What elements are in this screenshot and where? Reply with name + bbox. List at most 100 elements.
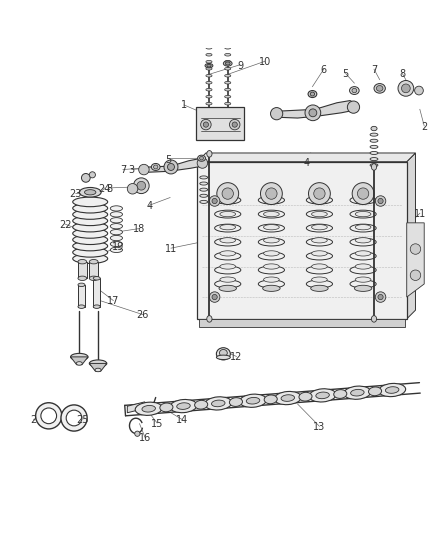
Circle shape [81, 174, 90, 182]
Polygon shape [407, 153, 416, 319]
Ellipse shape [93, 277, 100, 280]
Ellipse shape [95, 368, 101, 372]
Ellipse shape [350, 224, 376, 232]
Text: 4: 4 [303, 158, 309, 167]
Text: 1: 1 [181, 100, 187, 110]
Ellipse shape [219, 350, 227, 357]
Circle shape [410, 270, 421, 280]
Circle shape [357, 188, 369, 199]
Ellipse shape [73, 222, 108, 232]
Ellipse shape [225, 102, 231, 105]
Circle shape [41, 408, 57, 424]
Ellipse shape [110, 217, 123, 223]
Circle shape [203, 122, 208, 127]
Ellipse shape [225, 95, 231, 98]
Ellipse shape [110, 247, 123, 253]
Circle shape [266, 188, 277, 199]
Ellipse shape [354, 285, 372, 292]
Ellipse shape [355, 264, 371, 269]
Text: 9: 9 [237, 61, 243, 71]
Ellipse shape [225, 60, 231, 63]
Ellipse shape [311, 264, 327, 269]
Ellipse shape [306, 266, 332, 274]
Ellipse shape [225, 88, 231, 91]
Ellipse shape [258, 196, 285, 204]
Ellipse shape [246, 398, 260, 404]
Ellipse shape [220, 277, 236, 282]
Ellipse shape [225, 46, 231, 49]
Ellipse shape [311, 224, 327, 230]
Ellipse shape [370, 133, 378, 136]
Ellipse shape [225, 62, 230, 65]
Ellipse shape [311, 285, 328, 292]
Ellipse shape [264, 264, 279, 269]
Ellipse shape [355, 224, 371, 230]
Ellipse shape [206, 53, 212, 56]
Ellipse shape [309, 389, 336, 402]
Ellipse shape [350, 196, 376, 204]
Ellipse shape [215, 252, 241, 260]
Ellipse shape [177, 403, 190, 409]
Ellipse shape [258, 252, 285, 260]
Ellipse shape [374, 84, 385, 93]
Text: 19: 19 [112, 242, 124, 252]
Ellipse shape [281, 395, 295, 401]
Ellipse shape [370, 139, 378, 142]
Ellipse shape [371, 164, 377, 170]
Ellipse shape [89, 360, 107, 367]
Ellipse shape [135, 402, 162, 415]
Ellipse shape [258, 266, 285, 274]
Ellipse shape [212, 400, 225, 407]
Circle shape [35, 403, 62, 429]
Ellipse shape [110, 212, 123, 217]
Ellipse shape [110, 223, 123, 229]
Ellipse shape [142, 406, 155, 412]
Ellipse shape [206, 95, 212, 98]
Ellipse shape [370, 146, 378, 148]
Circle shape [375, 292, 386, 302]
Ellipse shape [206, 82, 212, 84]
Ellipse shape [258, 210, 285, 218]
Ellipse shape [264, 251, 279, 256]
Text: 15: 15 [151, 419, 163, 429]
Circle shape [134, 178, 149, 193]
Ellipse shape [153, 165, 158, 169]
Ellipse shape [223, 61, 232, 66]
Ellipse shape [350, 266, 376, 274]
Ellipse shape [89, 260, 98, 264]
Circle shape [139, 164, 149, 175]
Circle shape [271, 108, 283, 120]
Ellipse shape [299, 392, 312, 401]
Text: 11: 11 [165, 244, 177, 254]
Ellipse shape [71, 353, 88, 360]
Text: 5: 5 [343, 69, 349, 79]
Circle shape [410, 244, 421, 254]
Ellipse shape [220, 224, 236, 230]
Ellipse shape [350, 280, 376, 288]
Ellipse shape [207, 316, 212, 322]
Ellipse shape [264, 395, 277, 404]
Text: 3: 3 [129, 165, 135, 175]
Circle shape [222, 188, 233, 199]
Circle shape [347, 101, 360, 113]
Polygon shape [272, 101, 359, 118]
Ellipse shape [200, 200, 208, 204]
Ellipse shape [200, 157, 204, 160]
Ellipse shape [93, 305, 100, 309]
Circle shape [352, 183, 374, 205]
Circle shape [201, 119, 211, 130]
Ellipse shape [216, 355, 230, 359]
Circle shape [375, 196, 386, 206]
Ellipse shape [206, 102, 212, 105]
Ellipse shape [200, 182, 208, 185]
Ellipse shape [207, 151, 212, 157]
Ellipse shape [350, 252, 376, 260]
Ellipse shape [205, 397, 232, 410]
Circle shape [167, 164, 174, 171]
Text: 22: 22 [59, 220, 71, 230]
Ellipse shape [310, 92, 314, 96]
Ellipse shape [355, 251, 371, 256]
Ellipse shape [73, 241, 108, 251]
Text: 16: 16 [139, 433, 151, 442]
Ellipse shape [220, 264, 236, 269]
